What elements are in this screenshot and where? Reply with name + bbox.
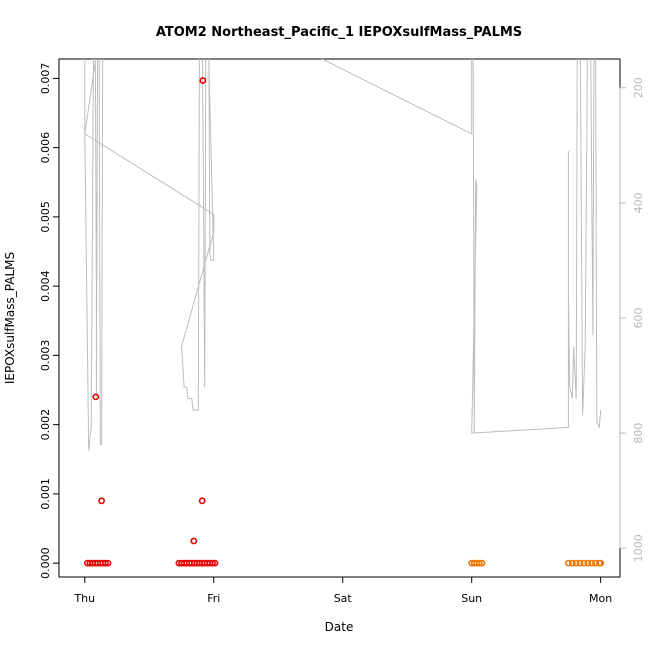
y-axis-label: IEPOXsulfMass_PALMS: [3, 252, 17, 384]
data-point: [198, 497, 206, 505]
y2-tick-label: 600: [632, 308, 645, 329]
data-point: [92, 393, 100, 401]
y-tick-label: 0.003: [39, 340, 52, 372]
data-point: [98, 497, 105, 505]
y-tick-label: 0.004: [39, 270, 52, 302]
data-point: [597, 559, 605, 567]
y2-tick-label: 800: [632, 423, 645, 444]
data-point: [588, 559, 595, 567]
x-axis-label: Date: [325, 620, 354, 634]
data-point: [565, 559, 572, 567]
data-point: [104, 559, 112, 567]
data-point: [475, 559, 483, 567]
data-point: [572, 559, 580, 567]
chart-title: ATOM2 Northeast_Pacific_1 IEPOXsulfMass_…: [156, 25, 522, 40]
x-tick-label: Thu: [73, 592, 95, 605]
altitude-line: [84, 59, 602, 451]
data-point: [102, 559, 109, 567]
data-point: [190, 537, 198, 545]
data-point: [199, 77, 207, 84]
y2-tick-label: 400: [632, 192, 645, 213]
y-tick-label: 0.001: [39, 478, 52, 510]
y-tick-label: 0.006: [39, 132, 52, 164]
x-tick-label: Mon: [589, 592, 612, 605]
data-point: [580, 559, 588, 567]
x-tick-label: Sat: [334, 592, 353, 605]
y-tick-label: 0.000: [39, 547, 52, 579]
y-tick-label: 0.005: [39, 201, 52, 233]
data-point: [209, 559, 216, 567]
data-point: [576, 559, 584, 567]
data-point: [478, 559, 486, 567]
y-tick-label: 0.002: [39, 409, 52, 441]
plot-frame: [58, 58, 621, 578]
x-tick-label: Fri: [207, 592, 220, 605]
data-point: [211, 559, 219, 567]
x-tick-label: Sun: [461, 592, 482, 605]
y2-tick-label: 1000: [632, 534, 645, 562]
data-point: [568, 559, 576, 567]
y-tick-label: 0.007: [39, 63, 52, 95]
data-point: [584, 559, 592, 567]
y2-tick-label: 200: [632, 77, 645, 98]
